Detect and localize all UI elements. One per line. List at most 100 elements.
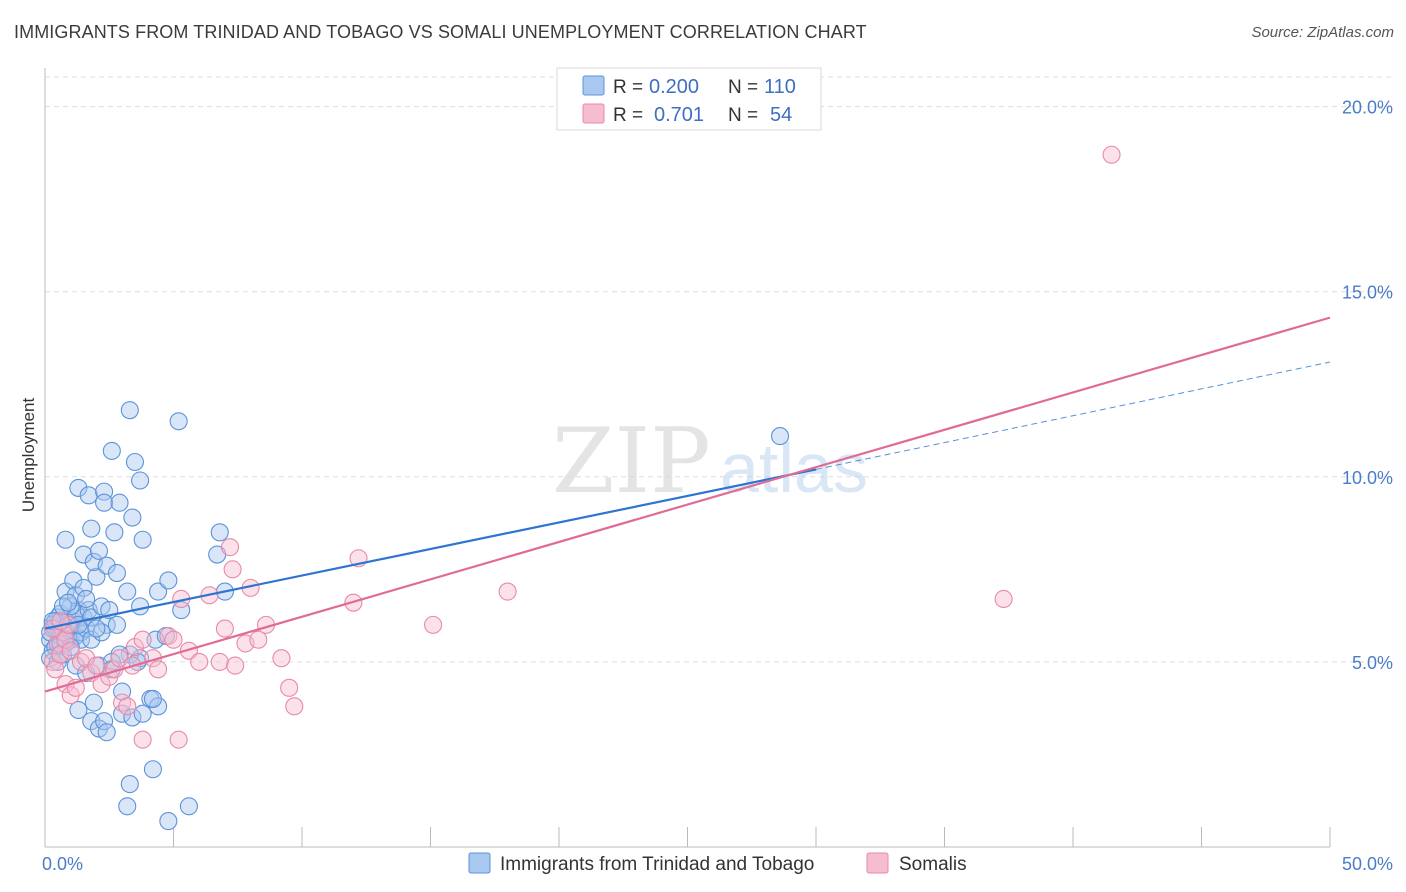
data-point-blue	[169, 412, 188, 431]
data-point-blue	[125, 452, 144, 472]
data-point-pink	[994, 589, 1013, 609]
data-point-blue	[56, 530, 75, 549]
stats-pink-n-value: 54	[770, 104, 792, 126]
data-point-blue	[120, 775, 139, 794]
stats-pink-r-label: R =	[613, 105, 643, 126]
data-point-pink	[43, 619, 62, 638]
data-point-blue	[69, 700, 88, 720]
data-point-blue	[64, 571, 83, 590]
data-point-blue	[143, 760, 162, 779]
legend-pink-swatch	[866, 852, 889, 874]
data-point-blue	[89, 541, 109, 560]
data-point-pink	[179, 641, 198, 660]
data-point-pink	[220, 538, 240, 557]
data-point-blue	[131, 597, 150, 616]
data-point-blue	[118, 797, 137, 816]
data-point-blue	[133, 530, 152, 549]
stats-pink-swatch	[582, 103, 605, 124]
data-point-blue	[149, 582, 168, 601]
data-point-pink	[190, 652, 209, 671]
data-point-blue	[770, 427, 790, 446]
data-point-pink	[249, 630, 268, 649]
trend-line-blue-dashed	[815, 361, 1331, 470]
grid-lines	[45, 76, 1392, 663]
data-point-blue	[71, 630, 91, 649]
data-point-pink	[133, 630, 152, 649]
data-point-blue	[95, 493, 114, 512]
data-point-pink	[169, 730, 188, 749]
data-point-blue	[48, 652, 67, 671]
data-point-blue	[105, 523, 124, 542]
data-point-blue	[82, 630, 101, 649]
data-point-blue	[87, 619, 106, 638]
data-point-pink	[164, 630, 183, 649]
data-point-blue	[179, 797, 198, 816]
data-point-blue	[97, 556, 116, 575]
y-tick-label: 20.0%	[1342, 98, 1393, 118]
stats-blue-n-value: 110	[764, 76, 796, 98]
x-tick-labels: 0.0% 50.0%	[42, 854, 1393, 874]
y-tick-label: 15.0%	[1342, 283, 1393, 303]
data-point-blue	[69, 478, 88, 497]
data-point-blue	[74, 545, 93, 564]
data-point-pink	[272, 649, 291, 668]
data-point-blue	[131, 471, 150, 490]
x-tick-label: 50.0%	[1342, 854, 1393, 874]
data-point-blue	[159, 571, 178, 590]
data-point-blue	[66, 586, 85, 605]
data-point-blue	[110, 493, 129, 512]
stats-box: R = 0.200 N = 110 R = 0.701 N = 54	[556, 67, 822, 131]
data-point-blue	[95, 712, 114, 731]
trend-line-pink	[44, 316, 1331, 693]
watermark-zip: ZIP	[552, 409, 711, 514]
stats-blue-r-label: R =	[613, 77, 643, 98]
watermark: ZIP atlas	[552, 409, 868, 514]
stats-blue-swatch	[582, 75, 605, 96]
stats-pink-r-value: 0.701	[654, 104, 704, 126]
legend-pink-label: Somalis	[899, 854, 967, 875]
data-point-blue	[159, 812, 178, 831]
source-label: Source: ZipAtlas.com	[1251, 24, 1394, 41]
data-point-blue	[102, 441, 121, 460]
legend-blue-label: Immigrants from Trinidad and Tobago	[500, 854, 814, 875]
data-point-blue	[120, 401, 139, 420]
x-tick-label: 0.0%	[42, 854, 83, 874]
trend-lines	[44, 316, 1331, 693]
data-point-pink	[133, 730, 152, 749]
y-tick-label: 5.0%	[1352, 653, 1393, 673]
data-point-blue	[84, 693, 103, 712]
legend-blue-swatch	[468, 852, 491, 874]
data-point-blue	[82, 712, 101, 731]
axes	[44, 68, 1331, 848]
data-point-blue	[87, 567, 106, 586]
data-point-pink	[285, 697, 304, 716]
data-point-blue	[107, 564, 127, 583]
bottom-legend: Immigrants from Trinidad and Tobago Soma…	[468, 852, 967, 875]
data-point-pink	[1102, 145, 1121, 164]
data-point-pink	[118, 697, 137, 716]
data-point-blue	[59, 593, 78, 612]
data-point-blue	[74, 578, 93, 597]
data-point-pink	[125, 638, 144, 657]
data-point-blue	[143, 689, 162, 708]
data-point-pink	[43, 652, 62, 671]
data-point-pink	[87, 656, 106, 675]
data-point-pink	[61, 641, 80, 660]
trend-line-blue	[44, 468, 817, 630]
y-tick-label: 10.0%	[1342, 468, 1393, 488]
data-point-pink	[223, 560, 242, 579]
data-point-pink	[498, 582, 517, 601]
data-point-blue	[123, 708, 142, 727]
data-point-pink	[424, 615, 443, 634]
data-point-blue	[123, 508, 142, 527]
data-point-pink	[56, 630, 75, 649]
y-tick-labels: 5.0% 10.0% 15.0% 20.0%	[1342, 98, 1393, 673]
data-point-blue	[210, 523, 229, 542]
data-point-blue	[133, 704, 152, 723]
data-point-blue	[79, 486, 98, 505]
chart-title: IMMIGRANTS FROM TRINIDAD AND TOBAGO VS S…	[14, 22, 867, 42]
watermark-atlas: atlas	[720, 429, 868, 507]
data-point-pink	[210, 652, 229, 671]
stats-pink-n-label: N =	[728, 105, 758, 126]
data-point-pink	[226, 656, 245, 675]
